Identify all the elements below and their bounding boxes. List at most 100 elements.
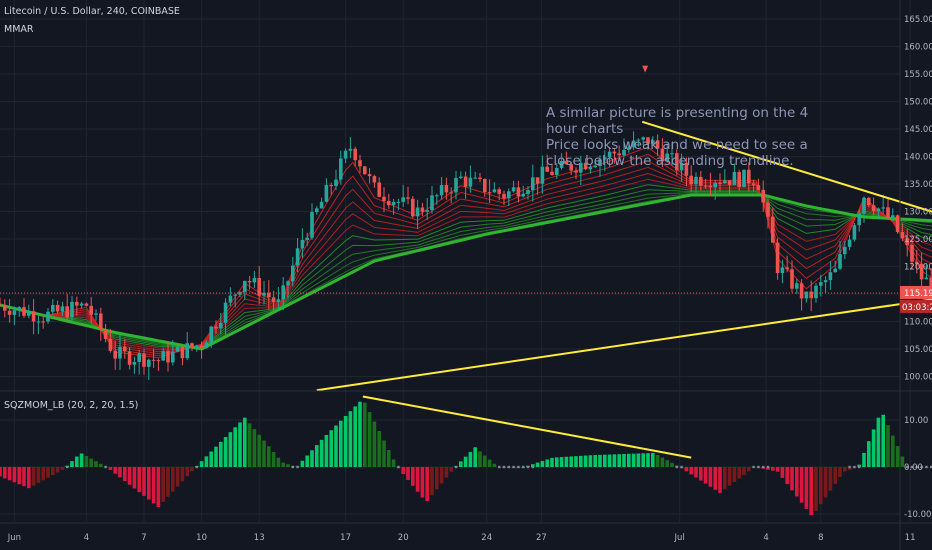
candle-body: [579, 162, 583, 173]
candle-body: [713, 182, 717, 188]
momentum-bar: [257, 434, 261, 467]
candle-body: [857, 213, 861, 226]
candle-body: [22, 307, 26, 316]
candle-body: [401, 197, 405, 202]
candle-body: [387, 200, 391, 206]
candle-body: [391, 202, 396, 206]
momentum-bar: [742, 467, 746, 475]
trendline-descending[interactable]: [641, 120, 932, 267]
candle-body: [99, 313, 103, 330]
momentum-bar: [574, 456, 578, 467]
annotation-line: hour charts: [546, 121, 623, 137]
candle-body: [223, 302, 228, 323]
momentum-bar: [401, 467, 405, 475]
candle-body: [214, 326, 218, 329]
squeeze-dot: [752, 465, 755, 469]
candle-body: [742, 169, 746, 187]
momentum-bar: [113, 467, 117, 474]
candle-body: [646, 137, 650, 144]
momentum-bar: [891, 435, 895, 467]
arrow-down-marker: [642, 65, 649, 73]
candle-body: [564, 160, 569, 165]
momentum-bar: [583, 455, 588, 467]
candle-body: [545, 166, 549, 172]
candle-body: [886, 207, 890, 218]
momentum-bar: [579, 455, 583, 467]
momentum-bar: [75, 456, 79, 467]
y-tick-label: 150.00: [904, 98, 932, 108]
momentum-bar: [41, 467, 45, 481]
y-tick-label: 0.00: [904, 463, 923, 473]
momentum-bar: [790, 467, 794, 491]
momentum-bar: [867, 441, 871, 467]
candle-body: [127, 351, 132, 365]
momentum-bar: [180, 467, 185, 482]
squeeze-dot: [680, 465, 683, 469]
momentum-bar: [785, 467, 789, 485]
momentum-bar: [238, 422, 242, 467]
momentum-bar: [127, 467, 132, 485]
momentum-bar: [540, 461, 545, 467]
candle-body: [444, 185, 449, 193]
momentum-bar: [185, 467, 189, 477]
candle-body: [516, 187, 521, 197]
candle-body: [641, 137, 645, 140]
candle-body: [526, 190, 530, 194]
momentum-bar: [766, 467, 770, 470]
candle-body: [247, 280, 252, 283]
momentum-bar: [324, 434, 329, 467]
candle-body: [199, 345, 204, 349]
momentum-bar: [151, 467, 156, 504]
momentum-bar: [718, 467, 722, 493]
price-tag: [900, 285, 932, 299]
y-tick-label: -10.00: [904, 510, 931, 520]
momentum-bar: [214, 446, 218, 467]
candle-body: [919, 263, 924, 280]
momentum-bar: [871, 429, 876, 467]
squeeze-dot: [762, 465, 765, 469]
x-tick-label: 11: [905, 533, 916, 543]
y-tick-label: 120.00: [904, 263, 932, 273]
squeeze-dot: [512, 465, 515, 469]
momentum-bar: [286, 464, 290, 467]
momentum-bar: [468, 451, 473, 467]
candle-body: [569, 164, 573, 171]
candle-body: [27, 311, 31, 316]
candle-body: [156, 360, 161, 362]
candle-body: [396, 201, 401, 203]
momentum-bar: [79, 453, 84, 467]
momentum-bar: [612, 454, 617, 467]
candle-body: [435, 195, 439, 197]
candle-body: [727, 180, 732, 185]
momentum-bar: [771, 467, 775, 471]
momentum-bar: [199, 461, 204, 467]
momentum-bar: [99, 463, 103, 467]
momentum-bar: [555, 457, 559, 467]
y-tick-label: 145.00: [904, 125, 932, 135]
candle-body: [593, 166, 597, 168]
candle-body: [675, 153, 679, 171]
trendline-ascending[interactable]: [316, 278, 932, 392]
candle-body: [113, 350, 117, 359]
candle-body: [79, 303, 84, 306]
momentum-bar: [55, 467, 60, 473]
candle-body: [895, 215, 900, 232]
y-tick-label: 160.00: [904, 43, 932, 53]
candle-body: [319, 201, 324, 209]
momentum-bar: [377, 431, 381, 467]
momentum-bar: [190, 467, 194, 472]
candle-body: [483, 178, 487, 193]
candle-body: [329, 185, 333, 187]
momentum-bar: [84, 456, 89, 467]
squeeze-dot: [507, 465, 510, 469]
momentum-bar: [665, 460, 669, 467]
mma-line: [0, 192, 932, 349]
momentum-bar: [118, 467, 122, 478]
squeeze-dot: [526, 465, 530, 469]
trendline-momentum-divergence[interactable]: [362, 395, 692, 459]
candle-body: [651, 140, 655, 144]
candle-body: [382, 196, 386, 201]
candle-body: [89, 305, 93, 315]
candle-body: [492, 189, 497, 193]
momentum-bar: [607, 454, 612, 467]
